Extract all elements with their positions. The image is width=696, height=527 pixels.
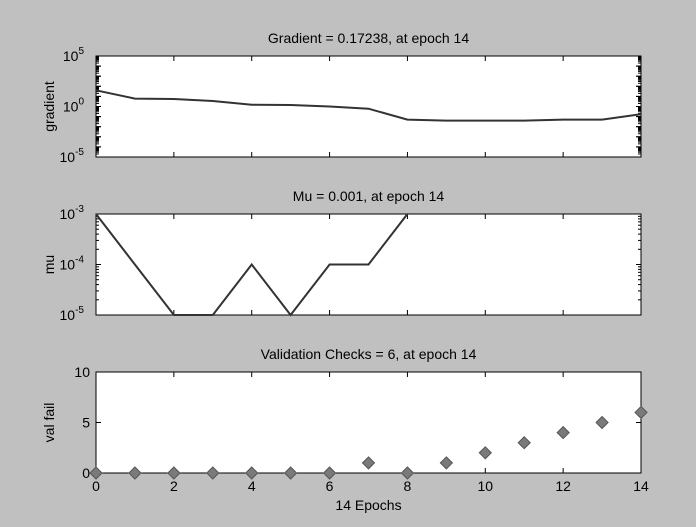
data-point (478, 446, 492, 460)
data-point (517, 435, 531, 450)
x-tick-label: 4 (248, 478, 256, 494)
x-tick-label: 2 (170, 478, 178, 494)
data-point (634, 405, 648, 420)
x-axis-label: 14 Epochs (335, 497, 401, 513)
data-point (439, 456, 454, 470)
y-tick-label: 100 (63, 97, 85, 115)
data-point (89, 466, 103, 480)
data-point (167, 466, 181, 480)
x-tick-label: 8 (404, 478, 412, 494)
panel-title: Gradient = 0.17238, at epoch 14 (268, 30, 469, 46)
y-tick-label: 10-4 (60, 255, 85, 273)
data-point (322, 466, 337, 480)
panel-1: 105 100 10-5 Gradient = 0.17238, at epoch 1… (41, 30, 642, 165)
data-point (206, 466, 220, 480)
panel-2: 10-3 10-4 10-5 Mu = 0.001, at epoch 14 mu (41, 188, 642, 323)
y-tick-label: 10-5 (60, 305, 85, 323)
y-tick-label: 105 (63, 46, 85, 64)
plot-area (95, 55, 642, 158)
data-point (400, 466, 415, 480)
x-tick-label: 0 (92, 478, 100, 494)
y-axis-label: gradient (41, 81, 57, 132)
data-point (245, 466, 259, 480)
y-tick-label: 10 (74, 364, 90, 380)
y-axis-label: val fail (41, 403, 57, 443)
x-tick-label: 6 (326, 478, 334, 494)
panel-title: Mu = 0.001, at epoch 14 (293, 188, 445, 204)
panel-3: 0 5 10 0 2 4 6 8 10 12 14 Validation Checks = 6, at… (41, 346, 649, 513)
x-tick-label: 14 (633, 478, 649, 494)
data-point (361, 456, 376, 470)
data-point (283, 466, 298, 480)
y-tick-label: 5 (82, 415, 90, 431)
data-point (595, 415, 609, 430)
panel-title: Validation Checks = 6, at epoch 14 (261, 346, 477, 362)
series-line (95, 213, 409, 317)
series-line (95, 89, 642, 122)
y-tick-label: 10-3 (60, 204, 85, 222)
x-tick-label: 10 (477, 478, 493, 494)
plot-area (95, 371, 642, 474)
data-point (556, 425, 570, 440)
y-tick-label: 10-5 (60, 147, 85, 165)
data-point (128, 466, 142, 480)
y-tick-label: 0 (82, 465, 90, 481)
x-tick-label: 12 (555, 478, 571, 494)
y-axis-label: mu (41, 255, 57, 274)
